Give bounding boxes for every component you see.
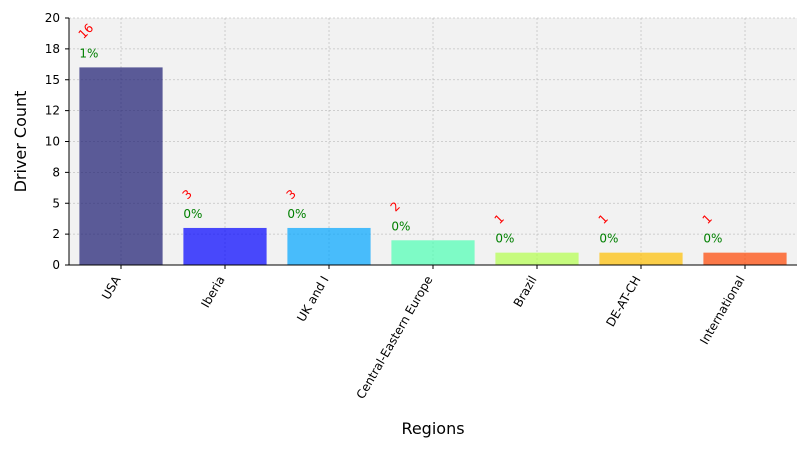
bar-central-eastern-europe [391, 240, 475, 265]
vertical-gridlines [120, 18, 746, 265]
x-tick-label: Central-Eastern Europe [354, 274, 436, 402]
percent-label: 0% [391, 219, 410, 233]
x-tick-label: DE-AT-CH [603, 274, 643, 330]
bar-uk-and-i [287, 227, 371, 265]
percent-label: 0% [183, 207, 202, 221]
x-tick-label: UK and I [294, 274, 331, 325]
y-tick-label: 8 [52, 165, 60, 179]
y-tick-label: 0 [52, 258, 60, 272]
y-tick-label: 10 [45, 135, 60, 149]
y-tick-label: 15 [45, 73, 60, 87]
y-tick-label: 5 [52, 196, 60, 210]
bar-iberia [183, 227, 267, 265]
y-tick-label: 18 [45, 42, 60, 56]
x-tick-label: Brazil [511, 274, 540, 310]
y-tick-label: 20 [45, 11, 60, 25]
y-axis-title: Driver Count [11, 91, 30, 193]
x-tick-label: USA [99, 273, 124, 302]
y-tick-label: 12 [45, 104, 60, 118]
percent-label: 1% [79, 46, 98, 60]
bars-group [79, 67, 787, 266]
x-tick-label: Iberia [198, 274, 227, 311]
y-axis-ticks: 0 2 5 8 10 12 15 18 20 [45, 11, 69, 272]
percent-label: 0% [703, 232, 722, 246]
x-axis-ticks: USA Iberia UK and I Central-Eastern Europe B… [99, 265, 748, 401]
bar-usa [79, 67, 163, 266]
x-tick-label: International [697, 274, 747, 347]
bar-de-at-ch [599, 252, 683, 265]
bar-international [703, 252, 787, 265]
percent-label: 0% [599, 232, 618, 246]
bar-brazil [495, 252, 579, 265]
y-tick-label: 2 [52, 227, 60, 241]
percent-label: 0% [495, 232, 514, 246]
x-axis-title: Regions [401, 419, 464, 438]
percent-label: 0% [287, 207, 306, 221]
